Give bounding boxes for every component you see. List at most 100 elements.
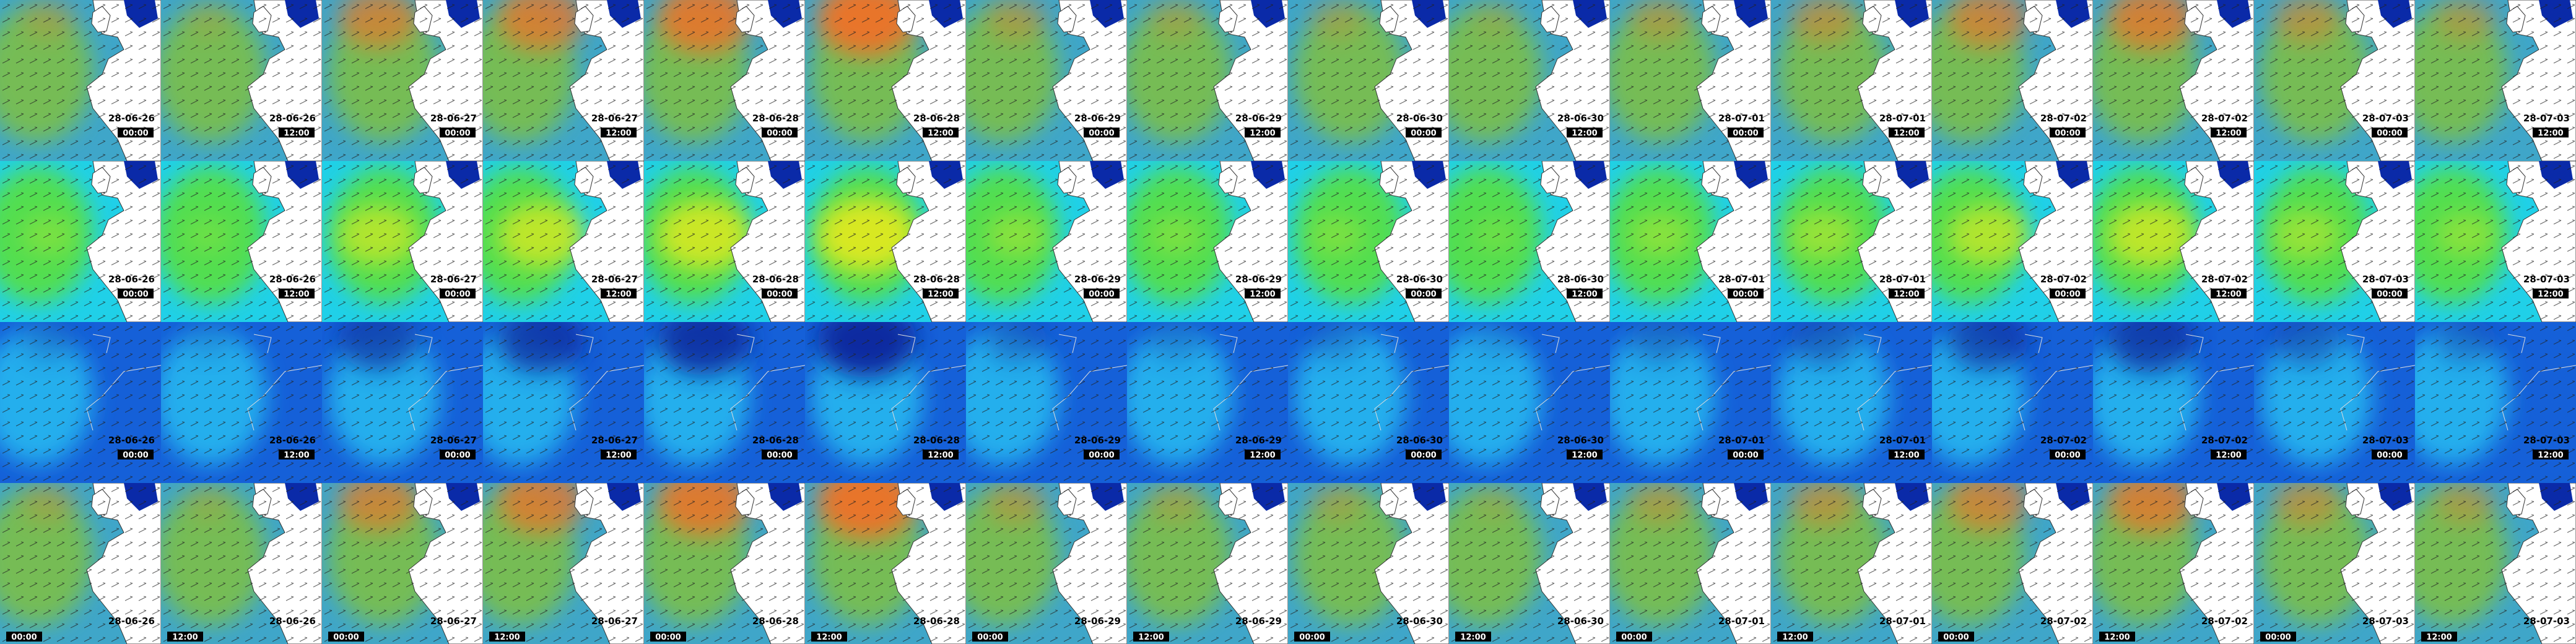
time-box [1406,450,1442,459]
date-label: 28-06-29 [1235,274,1282,285]
time-box [1567,128,1603,137]
time-label: 12:00 [1460,633,1486,642]
time-label: 00:00 [2377,290,2402,299]
time-label: 00:00 [1943,633,1969,642]
date-label: 28-06-27 [591,113,638,124]
map-tile: 28-07-03 12:00 [2415,483,2576,644]
time-label: 00:00 [333,633,359,642]
map-tile: 28-06-29 00:00 [966,322,1127,483]
time-label: 00:00 [1411,129,1436,138]
map-tile: 28-06-30 12:00 [1449,322,1610,483]
wind-arrows [2415,483,2576,644]
map-tile: 28-06-28 12:00 [805,161,966,322]
date-label: 28-06-27 [430,274,477,285]
wind-arrows [322,483,483,644]
date-label: 28-07-01 [1879,435,1926,446]
time-label: 12:00 [1250,129,1275,138]
time-box [2260,632,2296,642]
map-tile: 28-06-26 00:00 [0,161,161,322]
map-tile: 28-07-02 12:00 [2093,483,2254,644]
date-label: 28-06-30 [1557,616,1604,627]
time-label: 12:00 [1250,451,1275,460]
time-label: 00:00 [123,290,148,299]
time-box [1567,289,1603,298]
date-label: 28-07-03 [2362,435,2409,446]
wind-arrows [1610,483,1771,644]
map-tile: 28-06-30 00:00 [1288,483,1449,644]
time-label: 12:00 [928,290,953,299]
map-tile: 28-06-28 00:00 [644,322,805,483]
time-label: 00:00 [977,633,1003,642]
time-box [1938,632,1974,642]
time-box [1728,289,1764,298]
map-tile: 28-06-29 12:00 [1127,322,1288,483]
time-box [762,128,798,137]
time-label: 12:00 [1894,129,1919,138]
date-label: 28-06-30 [1557,435,1604,446]
date-label: 28-06-27 [591,435,638,446]
time-label: 12:00 [606,290,631,299]
map-tile: 28-06-26 00:00 [0,483,161,644]
date-label: 28-07-01 [1879,274,1926,285]
map-tile: 28-07-03 00:00 [2254,0,2415,161]
time-label: 12:00 [2216,451,2241,460]
map-tile: 28-06-30 00:00 [1288,0,1449,161]
time-label: 12:00 [2104,633,2130,642]
date-label: 28-06-30 [1396,274,1443,285]
date-label: 28-06-28 [913,616,960,627]
map-tile: 28-07-02 00:00 [1932,0,2093,161]
map-tile: 28-07-02 00:00 [1932,161,2093,322]
map-tile: 28-07-01 12:00 [1771,0,1932,161]
date-label: 28-06-29 [1235,113,1282,124]
time-box [1889,289,1925,298]
time-box [650,632,686,642]
map-tile: 28-06-27 00:00 [322,483,483,644]
date-label: 28-07-02 [2040,274,2087,285]
map-tile: 28-07-01 12:00 [1771,483,1932,644]
time-label: 00:00 [1733,290,1758,299]
time-box [279,128,315,137]
time-box [279,289,315,298]
date-label: 28-07-01 [1879,113,1926,124]
date-label: 28-06-27 [591,616,638,627]
time-label: 12:00 [1894,451,1919,460]
map-tile: 28-06-29 12:00 [1127,483,1288,644]
time-label: 00:00 [1299,633,1325,642]
time-box [1728,450,1764,459]
date-label: 28-06-27 [430,616,477,627]
map-tile: 28-07-01 12:00 [1771,161,1932,322]
time-label: 00:00 [1411,290,1436,299]
time-box [1245,450,1281,459]
date-label: 28-07-01 [1718,616,1765,627]
date-label: 28-07-02 [2201,616,2248,627]
time-label: 12:00 [606,129,631,138]
time-box [923,289,959,298]
time-box [1455,632,1491,642]
map-tile: 28-06-28 00:00 [644,161,805,322]
map-tile: 28-06-26 12:00 [161,483,322,644]
map-tile: 28-06-28 12:00 [805,322,966,483]
date-label: 28-07-02 [2040,435,2087,446]
time-label: 00:00 [1733,129,1758,138]
date-label: 28-07-02 [2201,435,2248,446]
map-tile: 28-06-29 00:00 [966,161,1127,322]
map-tile: 28-06-27 12:00 [483,161,644,322]
time-label: 12:00 [172,633,198,642]
time-box [328,632,364,642]
time-box [1889,128,1925,137]
date-label: 28-06-28 [752,435,799,446]
time-label: 00:00 [767,129,792,138]
map-tile: 28-06-27 00:00 [322,0,483,161]
wind-arrows [1932,483,2093,644]
time-box [167,632,203,642]
date-label: 28-06-28 [913,113,960,124]
wind-arrows [483,483,644,644]
time-box [2211,450,2247,459]
time-label: 00:00 [2265,633,2291,642]
time-label: 12:00 [1572,129,1597,138]
time-box [489,632,525,642]
date-label: 28-06-29 [1074,616,1121,627]
time-label: 00:00 [1089,129,1114,138]
time-label: 12:00 [1250,290,1275,299]
date-label: 28-06-26 [269,435,316,446]
